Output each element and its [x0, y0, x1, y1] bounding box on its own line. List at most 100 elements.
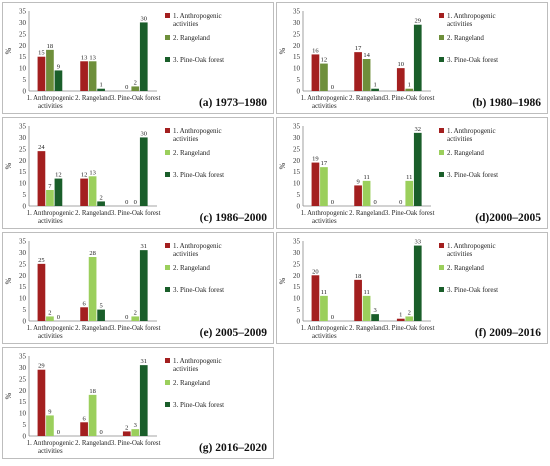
data-label: 1 — [373, 82, 376, 89]
bar — [97, 201, 105, 206]
x-tick-label: activities — [38, 333, 63, 340]
bar — [362, 295, 371, 321]
data-label: 17 — [355, 45, 362, 52]
x-tick-label: 3. Pine-Oak forest — [111, 325, 161, 332]
data-label: 28 — [89, 250, 96, 257]
y-tick-label: 30 — [19, 134, 27, 142]
y-tick-label: 35 — [293, 8, 301, 16]
x-tick-label: 2. Rangeland — [349, 325, 385, 332]
data-label: 15 — [38, 50, 45, 57]
data-label: 24 — [38, 144, 45, 151]
data-label: 13 — [89, 54, 96, 61]
y-tick-label: 20 — [293, 272, 301, 280]
y-axis-label: % — [4, 47, 13, 54]
legend-entry: activities — [173, 135, 199, 143]
data-label: 19 — [312, 156, 319, 163]
y-tick-label: 10 — [293, 65, 301, 73]
y-tick-label: 25 — [19, 145, 27, 153]
legend-swatch — [165, 128, 170, 133]
data-label: 0 — [125, 199, 128, 206]
panel-label: (a) 1973–1980 — [199, 97, 267, 109]
legend-entry: 1. Anthropogenic — [173, 357, 222, 365]
bar — [396, 68, 405, 91]
legend-swatch — [165, 380, 170, 385]
x-tick-label: activities — [38, 448, 63, 455]
x-tick-label: 2. Rangeland — [75, 95, 111, 102]
legend-swatch — [165, 243, 170, 248]
x-tick-label: activities — [312, 333, 337, 340]
data-label: 2 — [125, 424, 128, 431]
data-label: 12 — [321, 57, 328, 64]
y-tick-label: 10 — [19, 410, 27, 418]
y-tick-label: 0 — [23, 88, 27, 96]
bar — [37, 56, 46, 91]
y-tick-label: 15 — [19, 398, 27, 406]
bar — [311, 162, 320, 206]
data-label: 13 — [81, 54, 88, 61]
bar — [37, 369, 46, 436]
bar — [396, 318, 405, 321]
legend-swatch — [165, 57, 170, 62]
data-label: 0 — [57, 429, 60, 436]
y-tick-label: 25 — [19, 260, 27, 268]
data-label: 11 — [363, 289, 369, 296]
y-tick-label: 0 — [23, 318, 27, 326]
panel-label: (e) 2005–2009 — [200, 327, 268, 339]
legend-entry: 3. Pine-Oak forest — [173, 401, 224, 409]
legend-entry: 1. Anthropogenic — [447, 127, 496, 135]
bar — [139, 365, 148, 436]
legend-entry: 2. Rangeland — [447, 149, 484, 157]
bar — [139, 22, 148, 91]
bar — [88, 257, 97, 321]
bar — [88, 61, 97, 91]
x-tick-label: 2. Rangeland — [349, 95, 385, 102]
bar — [354, 279, 362, 321]
bar — [54, 70, 63, 91]
legend-entry: 3. Pine-Oak forest — [173, 56, 224, 64]
legend-swatch — [165, 35, 170, 40]
y-tick-label: 20 — [19, 157, 27, 165]
bar — [37, 263, 46, 321]
legend-entry: 3. Pine-Oak forest — [173, 286, 224, 294]
bar — [139, 250, 148, 321]
y-tick-label: 15 — [293, 53, 301, 61]
x-tick-label: 3. Pine-Oak forest — [111, 440, 161, 447]
bar — [320, 295, 328, 321]
y-tick-label: 10 — [19, 65, 27, 73]
bar — [405, 180, 414, 206]
x-tick-label: activities — [38, 103, 63, 110]
data-label: 11 — [321, 289, 327, 296]
legend-entry: activities — [447, 135, 473, 143]
x-tick-label: 1. Anthropogenic — [27, 210, 74, 217]
legend-entry: 1. Anthropogenic — [173, 12, 222, 20]
data-label: 18 — [355, 273, 362, 280]
chart-panel-g: % 0 5 10 15 20 25 30 35 29 9 0 1. Anthropogenic activ… — [2, 347, 274, 459]
bar — [413, 132, 422, 206]
legend-entry: 1. Anthropogenic — [173, 127, 222, 135]
bar — [405, 316, 414, 321]
data-label: 2 — [99, 194, 102, 201]
legend-entry: 1. Anthropogenic — [173, 242, 222, 250]
data-label: 1 — [408, 82, 411, 89]
data-label: 3 — [134, 422, 137, 429]
data-label: 18 — [47, 43, 54, 50]
legend-swatch — [165, 265, 170, 270]
legend-entry: activities — [447, 250, 473, 258]
data-label: 3 — [373, 307, 376, 314]
bar — [311, 54, 320, 91]
y-tick-label: 5 — [23, 306, 27, 314]
bar — [37, 151, 46, 206]
y-tick-label: 10 — [19, 180, 27, 188]
legend-entry: 2. Rangeland — [173, 149, 210, 157]
data-label: 0 — [125, 314, 128, 321]
y-tick-label: 0 — [297, 88, 301, 96]
y-tick-label: 15 — [293, 283, 301, 291]
x-tick-label: 1. Anthropogenic — [301, 95, 348, 102]
y-axis-label: % — [278, 47, 287, 54]
y-tick-label: 0 — [23, 433, 27, 441]
bar — [320, 63, 328, 91]
legend-entry: activities — [173, 20, 199, 28]
